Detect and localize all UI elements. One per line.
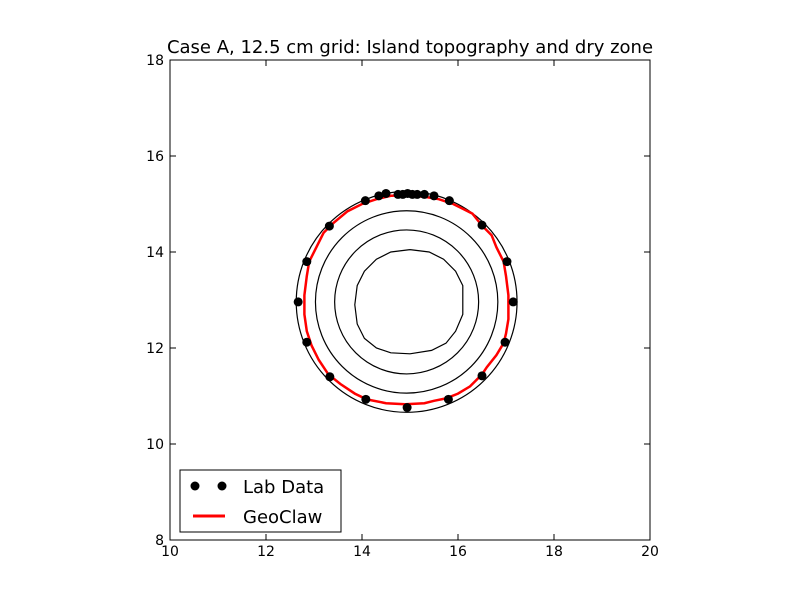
data-point-lab-data bbox=[502, 257, 512, 267]
x-tick-label: 10 bbox=[161, 544, 179, 560]
data-point-lab-data bbox=[293, 297, 303, 307]
legend-marker-lab-data-2 bbox=[217, 481, 227, 491]
data-point-lab-data bbox=[381, 188, 391, 198]
island-contour-ring bbox=[334, 229, 480, 375]
series-line-geoclaw bbox=[303, 194, 510, 406]
data-point-lab-data bbox=[360, 196, 370, 206]
legend-label-geoclaw: GeoClaw bbox=[243, 507, 322, 528]
data-point-lab-data bbox=[361, 394, 371, 404]
data-point-lab-data bbox=[402, 403, 412, 413]
y-axis-tick-labels: 8 10 12 14 16 18 bbox=[146, 53, 164, 549]
plot-background bbox=[170, 60, 650, 540]
x-tick-label: 14 bbox=[353, 544, 371, 560]
y-tick-label: 12 bbox=[146, 341, 164, 357]
plot-area bbox=[169, 59, 651, 541]
island-contour-inner bbox=[354, 249, 464, 355]
x-tick-label: 12 bbox=[257, 544, 275, 560]
data-point-lab-data bbox=[419, 189, 429, 199]
x-tick-label: 16 bbox=[449, 544, 467, 560]
chart-title: Case A, 12.5 cm grid: Island topography … bbox=[167, 37, 653, 58]
y-tick-label: 18 bbox=[146, 53, 164, 69]
legend-marker-lab-data bbox=[190, 481, 200, 491]
data-point-lab-data bbox=[477, 220, 487, 230]
data-point-lab-data bbox=[443, 394, 453, 404]
plot-frame bbox=[169, 59, 651, 541]
data-point-lab-data bbox=[444, 196, 454, 206]
data-point-lab-data bbox=[500, 337, 510, 347]
series-layer bbox=[293, 188, 518, 413]
data-point-lab-data bbox=[302, 337, 312, 347]
data-point-lab-data bbox=[429, 191, 439, 201]
legend: Lab Data GeoClaw bbox=[179, 469, 342, 533]
y-tick-label: 14 bbox=[146, 245, 164, 261]
data-point-lab-data bbox=[325, 372, 335, 382]
data-point-lab-data bbox=[477, 371, 487, 381]
data-point-lab-data bbox=[324, 221, 334, 231]
axis-ticks bbox=[169, 59, 651, 541]
data-point-lab-data bbox=[393, 189, 403, 199]
x-axis-tick-labels: 10 12 14 16 18 20 bbox=[161, 544, 659, 560]
island-contour-ring bbox=[314, 210, 499, 394]
y-tick-label: 10 bbox=[146, 437, 164, 453]
data-point-lab-data bbox=[508, 297, 518, 307]
legend-box bbox=[179, 469, 342, 533]
y-tick-label: 16 bbox=[146, 149, 164, 165]
y-tick-label: 8 bbox=[155, 533, 164, 549]
legend-label-lab-data: Lab Data bbox=[243, 477, 324, 498]
data-point-lab-data bbox=[374, 191, 384, 201]
data-point-lab-data bbox=[412, 189, 422, 199]
data-point-lab-data bbox=[302, 257, 312, 267]
x-tick-label: 20 bbox=[641, 544, 659, 560]
x-tick-label: 18 bbox=[545, 544, 563, 560]
